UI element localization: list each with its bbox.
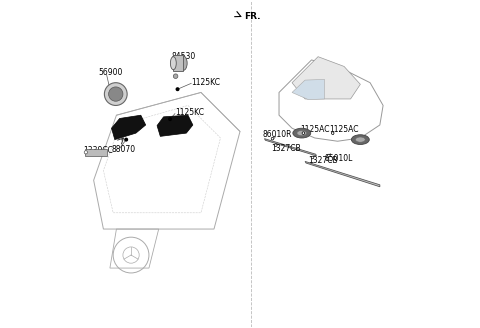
Text: 1125KC: 1125KC xyxy=(175,108,204,117)
Circle shape xyxy=(84,151,87,154)
Ellipse shape xyxy=(297,131,307,136)
Text: 56900: 56900 xyxy=(98,69,123,77)
Text: 85010L: 85010L xyxy=(324,154,353,163)
Polygon shape xyxy=(292,57,360,99)
Text: 88070: 88070 xyxy=(111,145,136,154)
Text: 1339CC: 1339CC xyxy=(83,146,113,154)
Circle shape xyxy=(173,74,178,78)
Circle shape xyxy=(302,132,305,134)
Ellipse shape xyxy=(293,128,311,138)
Polygon shape xyxy=(264,139,316,156)
Polygon shape xyxy=(157,115,193,136)
Text: 84530: 84530 xyxy=(172,52,196,61)
Circle shape xyxy=(271,137,274,140)
Bar xyxy=(84,149,107,156)
Circle shape xyxy=(125,138,128,141)
Text: FR.: FR. xyxy=(244,11,261,21)
Polygon shape xyxy=(111,115,146,140)
Text: 1327CB: 1327CB xyxy=(308,156,338,165)
Text: 1125AC: 1125AC xyxy=(329,125,359,134)
Ellipse shape xyxy=(179,56,187,71)
Circle shape xyxy=(104,83,127,106)
Circle shape xyxy=(327,154,330,157)
Circle shape xyxy=(275,144,277,146)
Circle shape xyxy=(169,118,171,120)
Text: 86010R: 86010R xyxy=(263,130,292,138)
Text: 1327CB: 1327CB xyxy=(271,144,300,153)
Polygon shape xyxy=(292,79,324,100)
Text: 1125KC: 1125KC xyxy=(191,78,220,87)
Circle shape xyxy=(331,132,334,134)
Circle shape xyxy=(108,87,123,101)
Circle shape xyxy=(311,156,314,159)
Circle shape xyxy=(176,88,179,91)
Ellipse shape xyxy=(351,135,369,145)
Polygon shape xyxy=(305,161,380,187)
Text: 1125AC: 1125AC xyxy=(300,125,330,134)
Bar xyxy=(173,55,183,71)
Ellipse shape xyxy=(356,137,365,142)
Ellipse shape xyxy=(170,57,176,70)
